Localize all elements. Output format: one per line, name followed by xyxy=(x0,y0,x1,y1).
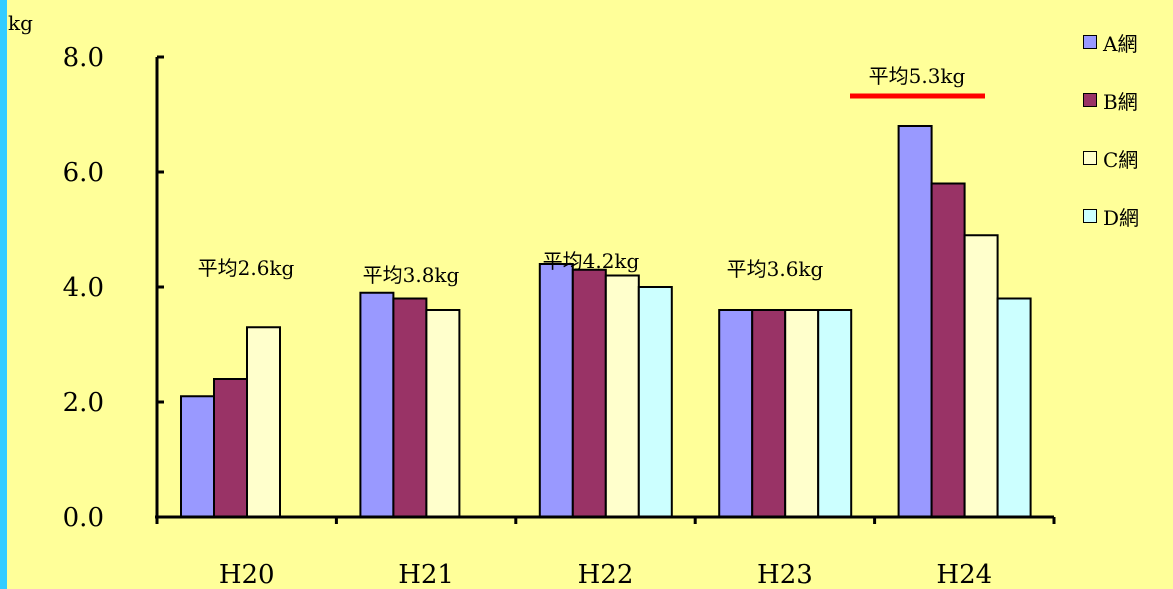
bar-2-h23 xyxy=(751,309,787,518)
y-tick-label: 8.0 xyxy=(63,43,104,73)
y-tick-label: 0.0 xyxy=(63,503,104,533)
bar-1-h20 xyxy=(180,395,215,518)
average-annotation-5: 平均5.3kg xyxy=(869,64,966,88)
average-annotation-4: 平均3.6kg xyxy=(727,257,824,281)
legend-item-b: B網 xyxy=(1083,88,1139,114)
legend-label-a: A網 xyxy=(1103,31,1138,56)
legend-label-c: C網 xyxy=(1103,147,1139,172)
bar-1-h23 xyxy=(718,309,754,518)
bar-2-h24 xyxy=(930,182,966,518)
bar-1-h24 xyxy=(897,125,933,518)
average-annotation-1: 平均2.6kg xyxy=(198,256,295,280)
legend-item-c: C網 xyxy=(1083,146,1139,172)
bar-1-h21 xyxy=(359,291,395,518)
y-tick-label: 6.0 xyxy=(63,158,104,188)
bar-2-h22 xyxy=(571,268,607,518)
legend-swatch-d xyxy=(1083,209,1097,223)
bar-2-h20 xyxy=(213,378,248,518)
bar-3-h20 xyxy=(246,326,281,518)
x-tick-label-h24: H24 xyxy=(936,560,992,589)
legend-swatch-c xyxy=(1083,151,1097,165)
bar-4-h23 xyxy=(817,309,853,518)
x-tick-label-h23: H23 xyxy=(757,560,813,589)
legend-item-d: D網 xyxy=(1083,204,1140,230)
bar-3-h24 xyxy=(963,234,999,518)
legend-swatch-a xyxy=(1083,35,1097,49)
bar-4-h24 xyxy=(996,297,1032,518)
left-accent-strip xyxy=(0,0,7,589)
average-annotation-2: 平均3.8kg xyxy=(363,263,460,287)
y-tick-label: 2.0 xyxy=(63,388,104,418)
legend-item-a: A網 xyxy=(1083,30,1139,56)
bar-3-h23 xyxy=(784,309,820,518)
legend-swatch-b xyxy=(1083,93,1097,107)
x-tick-label-h22: H22 xyxy=(578,560,634,589)
bar-3-h21 xyxy=(425,309,461,518)
y-axis-label: kg xyxy=(8,11,33,35)
bar-1-h22 xyxy=(538,263,574,518)
average-annotation-3: 平均4.2kg xyxy=(543,249,640,273)
legend-label-d: D網 xyxy=(1103,205,1140,230)
x-tick-label-h21: H21 xyxy=(398,560,454,589)
x-tick-label-h20: H20 xyxy=(219,560,275,589)
bar-4-h22 xyxy=(637,286,673,518)
bar-2-h21 xyxy=(392,297,428,518)
y-tick-label: 4.0 xyxy=(63,273,104,303)
bar-3-h22 xyxy=(604,274,640,518)
legend: A網 B網 C網 D網 xyxy=(1083,30,1139,262)
legend-label-b: B網 xyxy=(1103,89,1138,114)
